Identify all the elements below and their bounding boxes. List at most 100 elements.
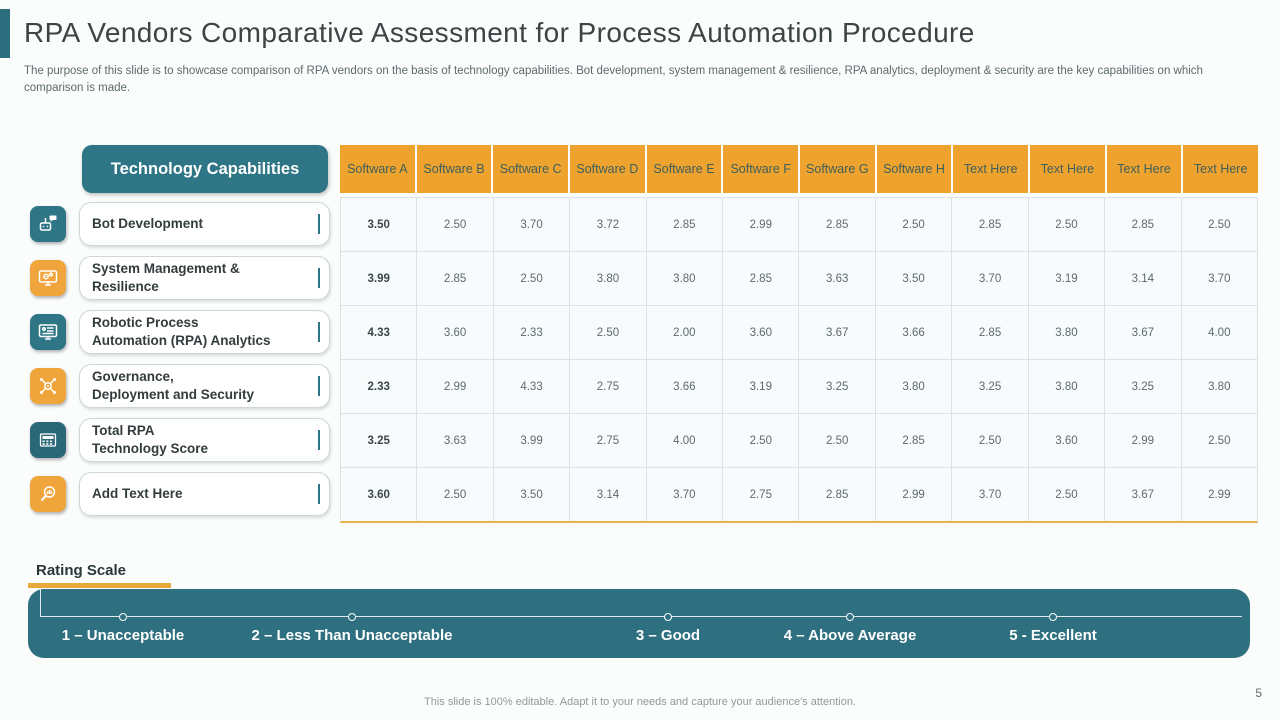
table-header-cell: Software H [876,145,952,193]
pill-tick [318,214,320,234]
table-cell: 3.19 [1028,252,1105,305]
table-cell: 4.33 [493,360,570,413]
table-header-cell: Software B [416,145,492,193]
capability-label: Robotic Process Automation (RPA) Analyti… [92,315,271,348]
rating-scale-label: 3 – Good [635,627,701,644]
capability-label: Total RPA Technology Score [92,423,209,456]
table-header-cell: Software G [799,145,875,193]
table-cell: 3.99 [493,414,570,467]
rating-scale-underline [28,583,171,588]
table-header-cell: Software A [340,145,415,193]
rating-scale-label: 1 – Unacceptable [61,627,185,644]
table-cell: 3.50 [875,252,952,305]
capability-row-bot-development: Bot Development [30,197,330,251]
table-cell: 3.60 [417,306,493,359]
rating-scale-label: 2 – Less Than Unacceptable [251,627,453,644]
capability-row-rpa-analytics: Robotic Process Automation (RPA) Analyti… [30,305,330,359]
capability-label: Bot Development [92,216,204,232]
footer-note: This slide is 100% editable. Adapt it to… [424,696,856,708]
table-cell: 2.99 [1181,468,1257,521]
table-cell: 4.00 [1181,306,1257,359]
table-cell: 3.50 [493,468,570,521]
table-header-row: Software A Software B Software C Software D… [340,145,1258,193]
table-cell: 2.85 [723,252,799,305]
table-cell: 3.67 [799,306,875,359]
table-header-cell: Software F [723,145,798,193]
table-cell: 2.50 [799,414,875,467]
table-cell: 3.25 [341,414,417,467]
table-cell: 4.00 [646,414,723,467]
table-cell: 3.19 [723,360,799,413]
table-header-cell: Text Here [1106,145,1182,193]
table-header-cell: Software D [569,145,645,193]
pill-tick [318,484,320,504]
table-cell: 2.50 [493,252,570,305]
table-cell: 3.67 [1105,306,1181,359]
table-cell: 2.50 [1181,414,1257,467]
table-cell: 2.75 [570,414,646,467]
table-cell: 3.63 [799,252,875,305]
pill-tick [318,430,320,450]
capability-label: Add Text Here [92,486,183,502]
page-number: 5 [1255,686,1262,700]
table-header-cell: Software C [493,145,568,193]
capability-row-system-management: System Management & Resilience [30,251,330,305]
table-cell: 3.14 [1105,252,1181,305]
table-cell: 3.25 [799,360,875,413]
rating-scale-start-tick [40,589,41,616]
table-header-cell: Software E [646,145,722,193]
table-cell: 3.80 [646,252,723,305]
rating-scale-dot [1049,612,1057,621]
table-cell: 2.50 [1028,468,1105,521]
table-cell: 2.50 [952,414,1028,467]
table-cell: 3.80 [875,360,952,413]
pill-tick [318,322,320,342]
table-cell: 2.85 [1105,198,1181,251]
table-cell: 3.60 [1028,414,1105,467]
table-cell: 3.25 [1105,360,1181,413]
table-cell: 2.99 [1105,414,1181,467]
calculator-icon [30,422,66,458]
table-cell: 3.70 [952,252,1028,305]
rating-scale-line [40,616,1242,617]
table-cell: 2.99 [417,360,493,413]
table-cell: 2.99 [723,198,799,251]
table-cell: 3.70 [952,468,1028,521]
table-cell: 3.14 [570,468,646,521]
capabilities-list: Bot Development System Management & Resi… [30,197,330,521]
capability-pill: Bot Development [79,202,330,246]
pill-tick [318,376,320,396]
table-cell: 4.33 [341,306,417,359]
table-cell: 2.85 [952,306,1028,359]
capability-label: Governance, Deployment and Security [92,369,255,402]
slide-description: The purpose of this slide is to showcase… [24,65,1203,95]
table-header-cell: Text Here [953,145,1028,193]
table-cell: 2.33 [493,306,570,359]
monitor-gear-icon [30,260,66,296]
table-cell: 2.33 [341,360,417,413]
table-cell: 3.63 [417,414,493,467]
technology-capabilities-header: Technology Capabilities [82,145,328,193]
pill-tick [318,268,320,288]
monitor-checklist-icon [30,314,66,350]
table-cell: 3.80 [1181,360,1257,413]
capability-pill: System Management & Resilience [79,256,330,300]
table-cell: 2.50 [1181,198,1257,251]
rating-scale-label: 5 - Excellent [1009,627,1097,644]
table-cell: 2.85 [875,414,952,467]
table-cell: 2.85 [799,198,875,251]
capability-pill: Governance, Deployment and Security [79,364,330,408]
table-cell: 2.99 [875,468,952,521]
table-cell: 3.80 [570,252,646,305]
rating-scale-title: Rating Scale [36,562,127,579]
comparison-table: Software A Software B Software C Software D… [340,145,1258,523]
rating-scale-dot [348,612,356,621]
table-cell: 3.67 [1105,468,1181,521]
page-title: RPA Vendors Comparative Assessment for P… [24,17,975,48]
table-cell: 2.00 [646,306,723,359]
table-cell: 2.85 [417,252,493,305]
table-cell: 3.80 [1028,306,1105,359]
table-cell: 3.60 [723,306,799,359]
table-cell: 2.85 [799,468,875,521]
table-cell: 3.70 [1181,252,1257,305]
